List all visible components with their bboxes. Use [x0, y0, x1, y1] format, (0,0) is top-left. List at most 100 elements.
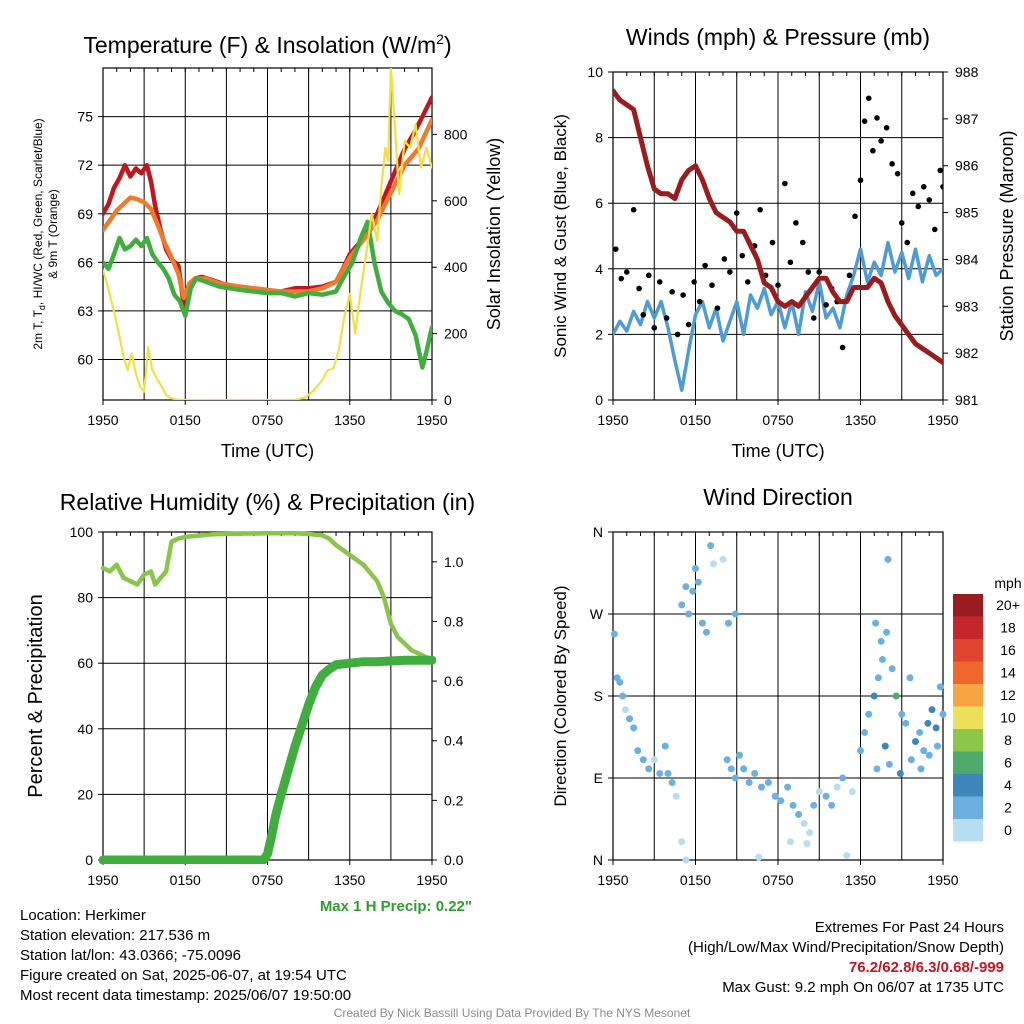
data-point — [786, 838, 794, 846]
data-point — [932, 724, 940, 732]
y-axis-label-left: Direction (Colored By Speed) — [551, 585, 570, 806]
y-tick-label-right: 0.2 — [444, 792, 464, 808]
y-tick-label-right: 988 — [955, 64, 979, 80]
extremes-subtitle: (High/Low/Max Wind/Precipitation/Snow De… — [688, 939, 1004, 956]
data-point — [870, 147, 876, 154]
colorbar-label: 10 — [1000, 710, 1016, 726]
data-point — [755, 853, 763, 861]
station-elevation: Station elevation: 217.536 m — [20, 927, 211, 944]
data-point — [784, 783, 792, 791]
data-point — [636, 285, 642, 292]
data-point — [731, 774, 739, 782]
data-point — [723, 756, 731, 764]
data-point — [709, 560, 717, 568]
colorbar-label: 4 — [1004, 777, 1012, 793]
data-point — [916, 728, 924, 736]
temperature-chart: 1950 0150 0750 1350 1950 60 63 66 69 72 75 0 200 400 6… — [31, 31, 504, 461]
data-point — [878, 138, 884, 144]
data-point — [873, 765, 881, 773]
colorbar-swatch — [953, 819, 983, 842]
recent-timestamp: Most recent data timestamp: 2025/06/07 1… — [20, 987, 352, 1004]
y-tick-label-right: 981 — [955, 392, 979, 408]
station-info: Location: Herkimer Station elevation: 21… — [20, 906, 351, 1006]
data-point — [610, 630, 618, 638]
y-axis-label-left: 2m T, Td, HI/WC (Red, Green, Scarlet/Blu… — [31, 118, 47, 349]
data-point — [680, 292, 686, 298]
extremes-title: Extremes For Past 24 Hours — [814, 919, 1004, 936]
data-point — [668, 779, 676, 787]
data-point — [619, 692, 627, 700]
x-axis-label: Time (UTC) — [731, 441, 824, 461]
y-axis-label-left-line2: & 9m T (Orange) — [46, 189, 60, 279]
data-point — [621, 706, 629, 714]
y-tick-label-left: N — [593, 852, 603, 868]
x-tick-label: 1950 — [927, 872, 958, 888]
precip-annotation: Max 1 H Precip: 0.22" — [320, 898, 472, 915]
data-point — [839, 344, 846, 351]
data-point — [682, 583, 690, 591]
colorbar-title: mph — [994, 575, 1021, 591]
data-point — [719, 555, 727, 563]
data-point — [727, 269, 733, 275]
colorbar-swatch — [953, 684, 983, 707]
station-location: Location: Herkimer — [20, 907, 146, 924]
y-axis-label-right: Station Pressure (Maroon) — [997, 130, 1017, 341]
data-point — [861, 118, 868, 124]
colorbar-label: 2 — [1004, 800, 1012, 816]
y-tick-label-left: 8 — [595, 130, 603, 146]
data-point — [731, 610, 739, 618]
data-point — [751, 769, 759, 777]
data-point — [857, 177, 864, 184]
temperature-series — [103, 68, 432, 400]
data-point — [874, 115, 880, 121]
x-tick-label: 1950 — [87, 412, 118, 428]
data-point — [674, 331, 681, 338]
y-tick-label-right: 400 — [444, 259, 468, 275]
data-point — [613, 246, 619, 252]
data-point — [805, 269, 812, 275]
data-point — [857, 747, 864, 755]
x-tick-label: 1350 — [845, 412, 876, 428]
y-tick-label-right: 1.0 — [444, 554, 464, 570]
data-point — [661, 742, 669, 750]
data-point — [685, 610, 693, 618]
series-line-relative-humidity — [100, 531, 435, 663]
colorbar-label: 20+ — [996, 597, 1020, 613]
data-point — [616, 678, 624, 686]
data-point — [793, 220, 799, 226]
chart-title: Temperature (F) & Insolation (W/m2) — [83, 31, 451, 58]
colorbar-swatch — [953, 729, 983, 752]
colorbar-label: 16 — [1000, 642, 1016, 658]
data-point — [698, 619, 706, 627]
data-point — [884, 555, 892, 563]
y-tick-label-right: 986 — [955, 158, 979, 174]
data-point — [833, 783, 841, 791]
data-point — [691, 279, 697, 285]
colorbar-swatch — [953, 616, 983, 639]
data-point — [852, 213, 858, 220]
colorbar-label: 14 — [1000, 665, 1016, 681]
data-point — [920, 747, 928, 755]
data-point — [881, 742, 889, 750]
data-point — [848, 788, 856, 796]
credit-line: Created By Nick Bassill Using Data Provi… — [333, 1006, 691, 1020]
data-point — [879, 656, 886, 664]
data-point — [872, 619, 880, 627]
colorbar-swatch — [953, 594, 983, 617]
y-tick-label-right: 200 — [444, 326, 468, 342]
y-tick-label-left: 69 — [77, 206, 93, 222]
data-point — [915, 203, 922, 210]
data-point — [682, 856, 690, 864]
y-tick-label-right: 987 — [955, 111, 979, 127]
y-tick-label-left: 66 — [77, 254, 93, 270]
x-tick-label: 1350 — [334, 412, 365, 428]
data-point — [861, 728, 869, 736]
data-point — [920, 184, 927, 190]
data-point — [777, 797, 785, 805]
data-point — [889, 161, 895, 167]
data-point — [904, 239, 911, 246]
x-tick-label: 0150 — [170, 872, 201, 888]
y-tick-label-left: S — [594, 688, 603, 704]
y-tick-label-left: 2 — [595, 326, 603, 342]
y-tick-label-left: 75 — [77, 109, 93, 125]
